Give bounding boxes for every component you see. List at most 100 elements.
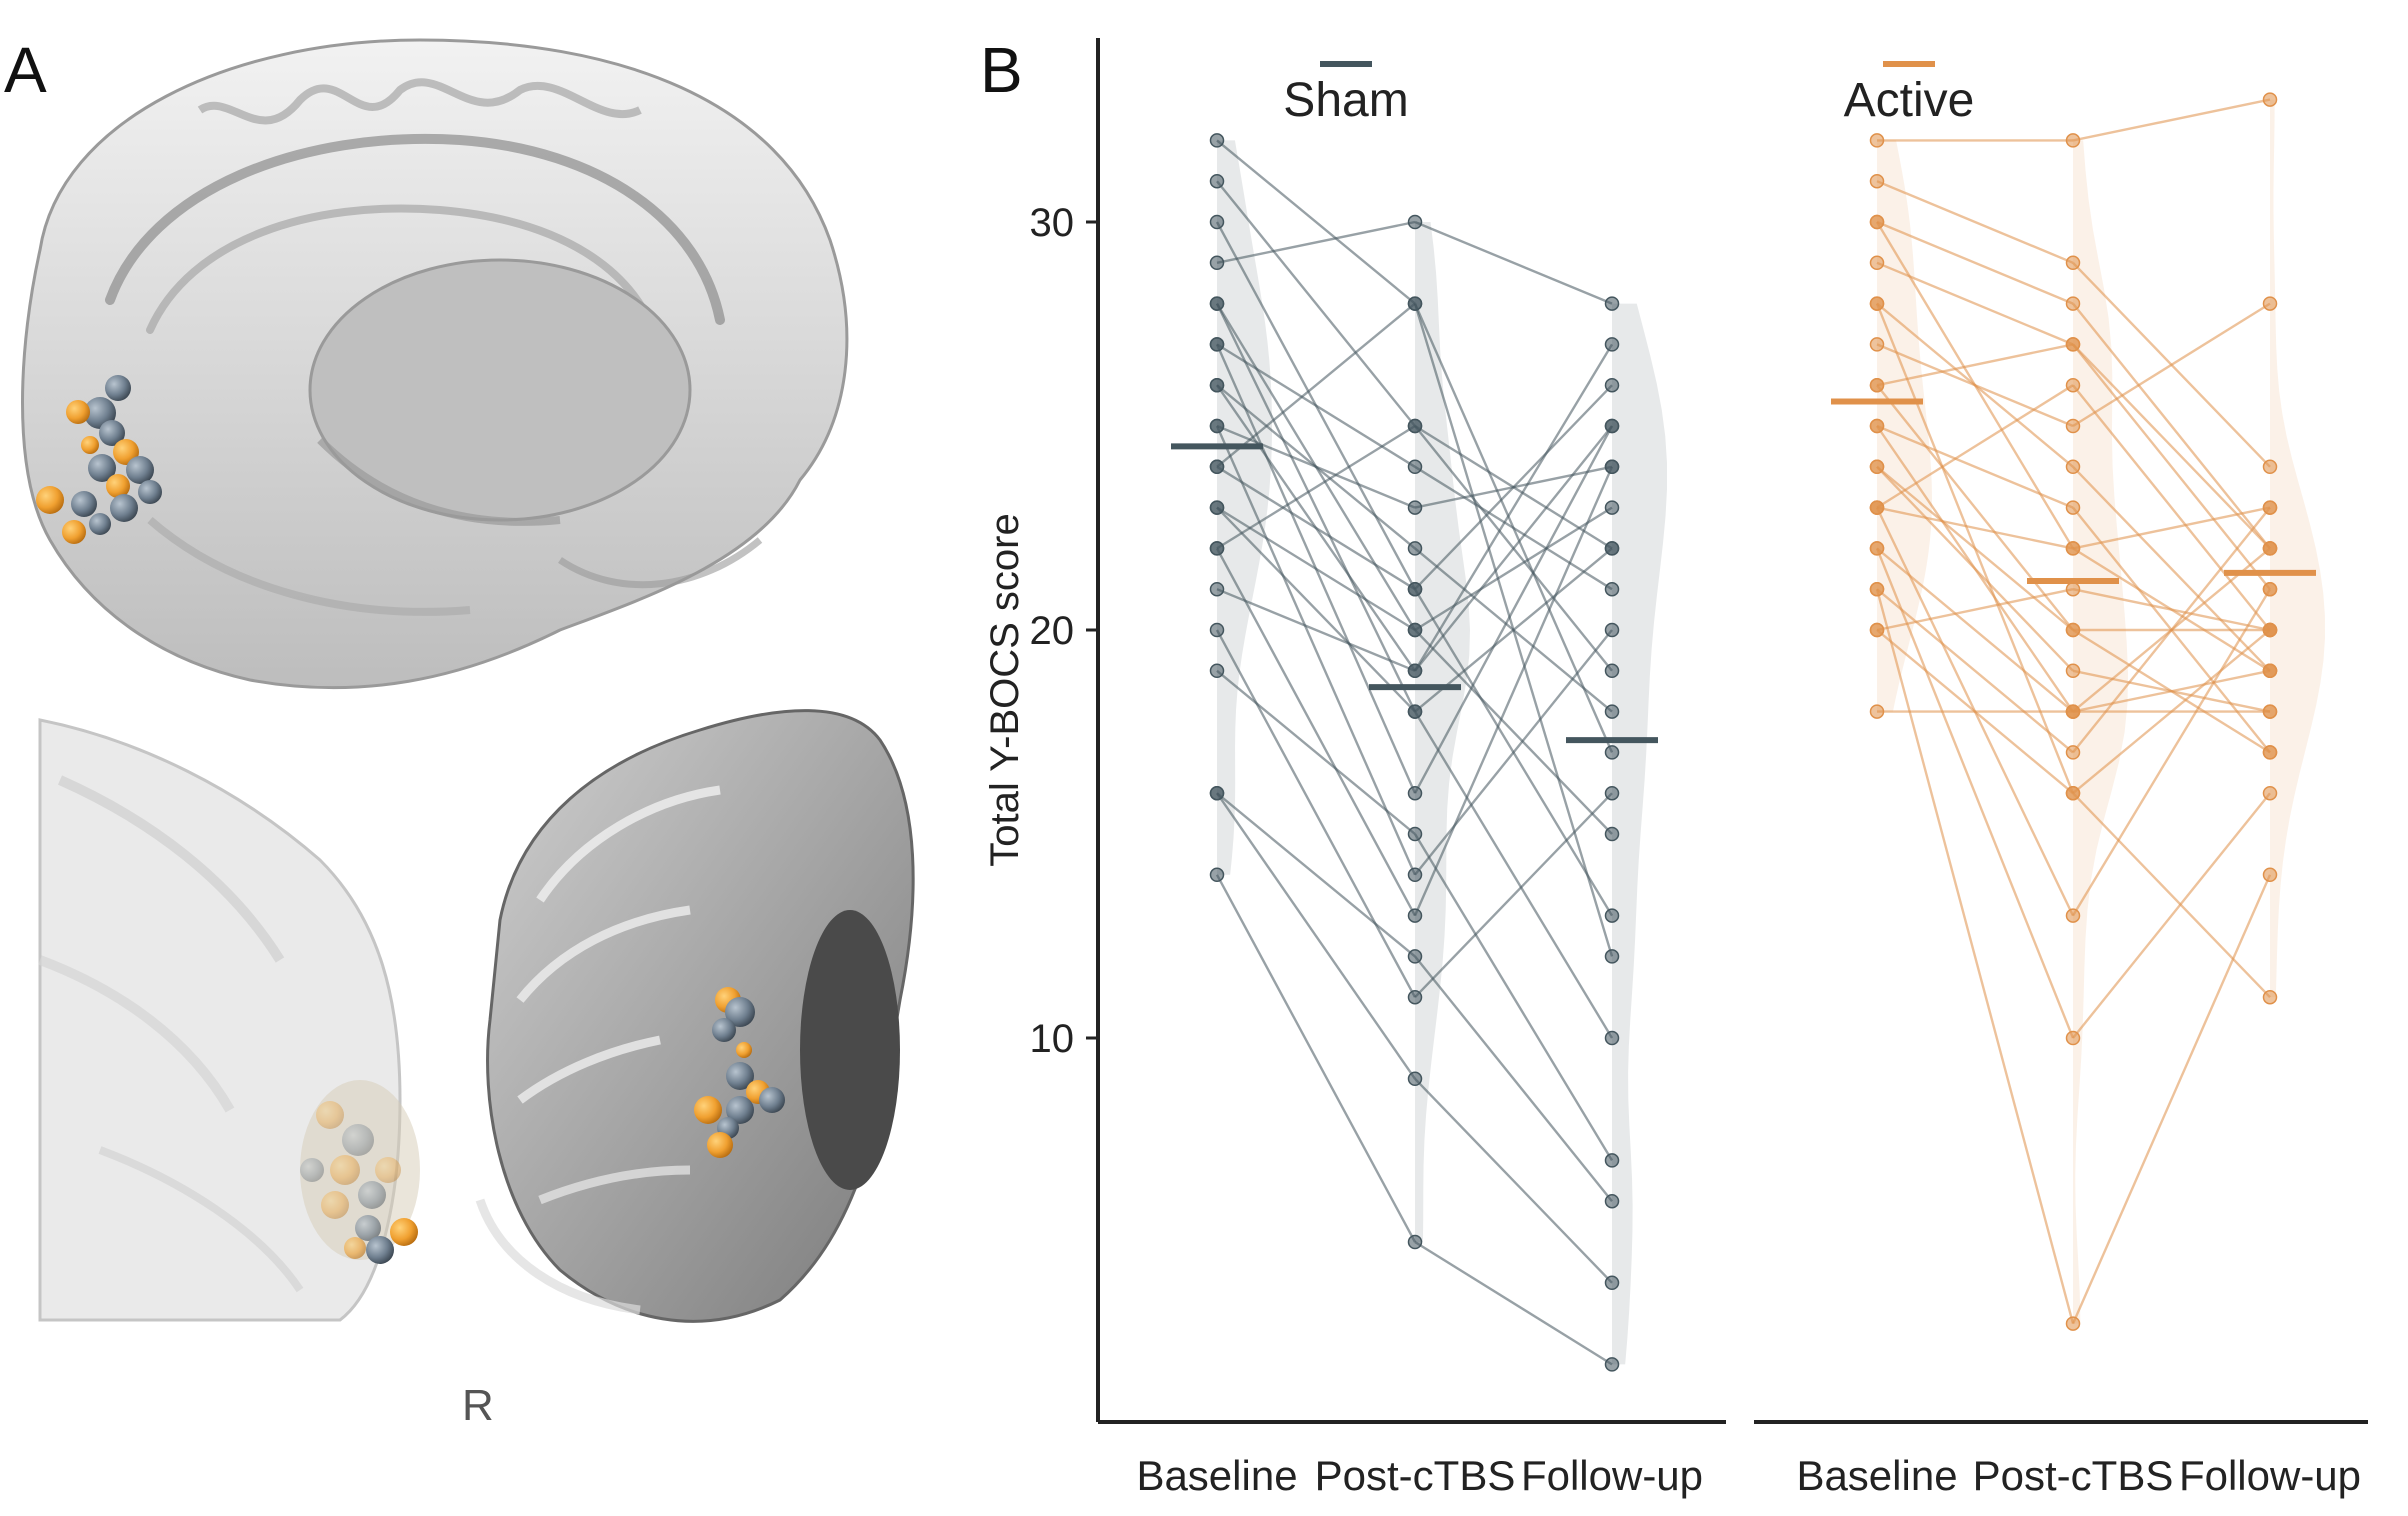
subject-line-sham <box>1216 424 1416 550</box>
subject-line-sham <box>1216 669 1416 835</box>
subject-point-active <box>2065 500 2081 515</box>
subject-line-active <box>1876 180 2074 264</box>
group-legends: Sham Active <box>1283 61 1975 127</box>
subject-point-sham <box>1209 622 1225 638</box>
subject-point-sham <box>1604 1153 1620 1168</box>
stimulation-targets-ventral <box>300 1101 418 1264</box>
subject-point-sham <box>1209 581 1225 597</box>
violin-sham-2 <box>1612 303 1667 1365</box>
subject-point-active <box>1869 377 1885 393</box>
brain-frontal-view <box>475 709 915 1323</box>
subject-point-active <box>2262 541 2278 556</box>
subject-point-active <box>1869 622 1885 638</box>
subject-point-active <box>1869 704 1885 719</box>
subject-point-active <box>1869 173 1885 189</box>
subject-point-active <box>2065 133 2081 148</box>
category-label: Follow-up <box>2179 1452 2361 1499</box>
subject-line-sham <box>1414 792 1613 999</box>
subject-point-sham <box>1604 459 1620 475</box>
subject-point-sham <box>1604 745 1620 760</box>
category-label: Post-cTBS <box>1973 1452 2174 1499</box>
subject-point-active <box>2262 745 2278 760</box>
legend-label-active: Active <box>1844 74 1975 127</box>
panel-a: A <box>4 34 915 1430</box>
subject-point-sham <box>1407 867 1423 883</box>
subject-line-active <box>1876 547 2074 713</box>
subject-line-sham <box>1215 629 1417 998</box>
orientation-label: R <box>462 1381 494 1430</box>
subject-point-sham <box>1604 541 1620 556</box>
subject-point-sham <box>1209 459 1225 475</box>
subject-point-active <box>2065 1316 2081 1331</box>
y-tick-label: 30 <box>1030 201 1075 245</box>
subject-point-active <box>1869 296 1885 311</box>
subject-point-sham <box>1407 541 1423 556</box>
violin-active-2 <box>2270 99 2325 998</box>
y-axis-title: Total Y-BOCS score <box>983 513 1027 867</box>
subject-point-active <box>2065 704 2081 719</box>
subject-point-active <box>1869 500 1885 515</box>
y-tick-label: 10 <box>1030 1017 1075 1061</box>
subject-line-sham <box>1216 180 1416 427</box>
subject-line-sham <box>1414 1240 1613 1366</box>
subject-line-sham <box>1215 425 1417 876</box>
violin-active-0 <box>1877 140 1932 712</box>
subject-point-sham <box>1209 867 1225 883</box>
subject-point-active <box>2065 745 2081 760</box>
subject-line-active <box>2072 384 2271 631</box>
subject-point-active <box>2065 296 2081 311</box>
subject-line-active <box>1876 384 2074 509</box>
subject-line-sham <box>1413 833 1614 1162</box>
subject-line-active <box>2072 302 2271 550</box>
brain-medial-view <box>21 38 849 690</box>
subject-line-active <box>1876 588 2074 632</box>
stimulation-targets-frontal <box>694 987 785 1158</box>
subject-line-active <box>1876 261 2074 346</box>
subject-line-sham <box>1413 343 1614 672</box>
subject-line-sham <box>1414 955 1613 1202</box>
subject-point-sham <box>1209 255 1225 271</box>
subject-line-sham <box>1215 547 1417 917</box>
category-labels: Baseline Post-cTBS Follow-up Baseline Post-c… <box>1136 1452 2361 1499</box>
subject-line-active <box>1876 343 2074 387</box>
subject-point-sham <box>1604 1357 1620 1372</box>
violin-active-1 <box>2073 140 2128 1324</box>
subject-line-active <box>1876 220 2074 305</box>
subject-point-sham <box>1407 500 1423 515</box>
subject-line-active <box>1875 588 2075 1324</box>
subject-point-sham <box>1604 377 1620 393</box>
subject-point-sham <box>1407 296 1423 311</box>
subject-point-active <box>2262 500 2278 515</box>
subject-point-sham <box>1604 704 1620 719</box>
subject-line-active <box>2072 792 2271 999</box>
subject-point-active <box>2262 663 2278 679</box>
subject-point-active <box>1869 541 1885 556</box>
subject-point-sham <box>1209 133 1225 148</box>
subject-point-active <box>2065 622 2081 638</box>
subject-point-sham <box>1407 581 1423 597</box>
category-label: Follow-up <box>1521 1452 1703 1499</box>
subject-point-sham <box>1209 296 1225 311</box>
subject-point-sham <box>1604 908 1620 923</box>
subject-point-sham <box>1407 1071 1423 1087</box>
subject-point-sham <box>1604 1193 1620 1209</box>
subject-point-active <box>2065 541 2081 556</box>
subject-point-active <box>2262 867 2278 883</box>
subject-point-active <box>2065 459 2081 475</box>
subject-line-active <box>2072 628 2271 754</box>
subject-point-active <box>2065 255 2081 271</box>
subject-line-active <box>2072 98 2271 142</box>
subject-point-sham <box>1407 1234 1423 1250</box>
subject-point-sham <box>1604 785 1620 801</box>
subject-line-sham <box>1413 425 1614 794</box>
subject-point-active <box>2065 418 2081 434</box>
panel-letter-a: A <box>4 34 47 106</box>
subject-point-sham <box>1407 704 1423 719</box>
subject-line-active <box>2072 588 2271 632</box>
subject-point-active <box>2262 296 2278 311</box>
subject-point-sham <box>1604 949 1620 964</box>
subject-line-active <box>1876 465 2074 672</box>
subject-point-sham <box>1407 418 1423 434</box>
subject-line-sham <box>1414 1077 1613 1284</box>
subject-point-sham <box>1407 826 1423 842</box>
